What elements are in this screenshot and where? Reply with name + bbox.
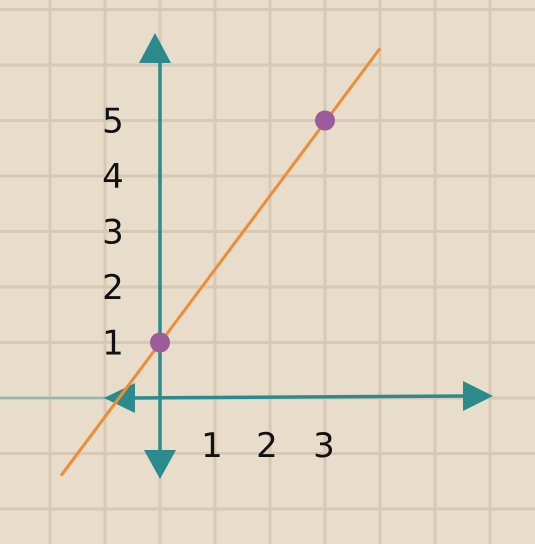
y-tick-label: 2 — [102, 268, 124, 308]
x-axis-line — [129, 394, 471, 400]
x-tick-label: 1 — [201, 426, 223, 466]
x-tick-label: 2 — [256, 426, 278, 466]
data-point-0 — [150, 332, 170, 353]
points-layer — [150, 110, 335, 353]
y-axis-arrow-up — [139, 33, 171, 63]
data-point-1 — [315, 110, 335, 131]
y-tick-label: 1 — [102, 324, 124, 364]
y-tick-label: 5 — [102, 102, 124, 142]
axes — [0, 33, 493, 479]
y-tick-label: 3 — [102, 213, 124, 253]
x-axis-arrow-right — [463, 381, 493, 411]
y-axis-arrow-down — [144, 450, 176, 479]
x-tick-label: 3 — [313, 426, 335, 466]
y-tick-label: 4 — [102, 157, 124, 197]
